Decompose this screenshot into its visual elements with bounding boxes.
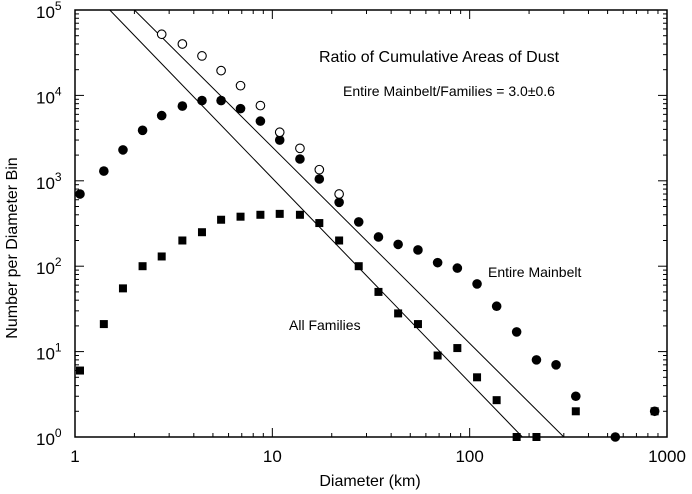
mainbelt-point	[177, 101, 188, 111]
families-point	[256, 210, 265, 219]
plot-frame	[74, 9, 668, 438]
mainbelt-point	[353, 217, 364, 227]
x-axis-label: Diameter (km)	[319, 473, 420, 490]
mainbelt-point	[373, 232, 384, 242]
families-point	[178, 236, 187, 245]
families-point	[138, 262, 147, 271]
y-tick-label: 101	[36, 341, 62, 364]
plot-area	[74, 9, 668, 438]
fit-line	[134, 10, 565, 437]
y-tick-label: 100	[36, 426, 62, 449]
chart-subtitle: Entire Mainbelt/Families = 3.0±0.6	[343, 83, 555, 99]
families-point	[197, 228, 206, 237]
mainbelt-point	[118, 145, 128, 155]
open-circle-point	[235, 80, 246, 91]
mainbelt-point	[197, 95, 207, 106]
annotation-all-families: All Families	[289, 317, 361, 333]
families-point	[157, 252, 166, 261]
mainbelt-point	[137, 125, 148, 136]
mainbelt-point	[551, 360, 561, 370]
families-point	[650, 407, 659, 416]
y-tick-label: 105	[36, 0, 62, 22]
mainbelt-point	[255, 116, 266, 126]
data-marks	[75, 29, 660, 442]
families-point	[571, 407, 580, 416]
axis-ticks: 1 10 100 1000 100 101 102 103 104 105	[36, 0, 686, 466]
mainbelt-point	[235, 103, 246, 114]
mainbelt-point	[472, 279, 482, 289]
mainbelt-point	[295, 154, 305, 164]
annotation-entire-mainbelt: Entire Mainbelt	[488, 264, 581, 280]
families-point	[374, 287, 383, 296]
families-point	[275, 209, 284, 218]
mainbelt-point	[511, 327, 522, 337]
families-point	[236, 212, 245, 221]
mainbelt-point	[452, 263, 463, 273]
families-point	[492, 396, 501, 405]
mainbelt-point	[531, 355, 542, 365]
families-point	[354, 262, 363, 271]
families-point	[532, 433, 541, 441]
families-point	[473, 373, 482, 382]
open-circle-point	[314, 164, 325, 175]
open-circle-point	[216, 65, 226, 76]
x-tick-label: 10	[263, 447, 282, 466]
families-point	[394, 309, 403, 318]
mainbelt-point	[334, 197, 344, 208]
families-point	[217, 215, 226, 224]
open-circle-point	[274, 127, 285, 138]
open-circle-point	[295, 143, 305, 154]
families-point	[75, 366, 84, 375]
open-circle-point	[334, 189, 344, 199]
mainbelt-point	[610, 432, 621, 442]
mainbelt-point	[432, 257, 443, 268]
x-tick-label: 100	[455, 447, 483, 466]
y-tick-label: 102	[36, 255, 62, 278]
families-point	[512, 433, 521, 441]
mainbelt-point	[413, 245, 423, 255]
open-circle-point	[156, 29, 167, 40]
open-circle-point	[177, 39, 188, 49]
mainbelt-point	[274, 135, 285, 145]
mainbelt-point	[570, 391, 581, 402]
families-point	[433, 351, 442, 360]
y-axis-label: Number per Diameter Bin	[4, 157, 21, 338]
open-circle-point	[197, 51, 207, 61]
x-tick-label: 1000	[648, 447, 686, 466]
mainbelt-point	[491, 301, 502, 312]
families-point	[335, 236, 344, 245]
x-tick-label: 1	[70, 447, 79, 466]
fit-lines	[109, 10, 565, 437]
chart-title: Ratio of Cumulative Areas of Dust	[319, 49, 560, 66]
families-point	[413, 320, 422, 329]
mainbelt-point	[99, 166, 109, 176]
families-point	[453, 344, 462, 353]
families-point	[315, 219, 324, 228]
mainbelt-point	[216, 95, 226, 106]
families-point	[295, 210, 304, 219]
families-point	[118, 284, 127, 293]
mainbelt-point	[75, 189, 85, 199]
mainbelt-point	[314, 174, 325, 184]
open-circle-point	[255, 100, 266, 111]
y-tick-label: 104	[36, 84, 62, 107]
y-tick-label: 103	[36, 170, 62, 193]
mainbelt-point	[156, 110, 167, 121]
families-point	[99, 320, 108, 329]
mainbelt-point	[393, 239, 403, 250]
